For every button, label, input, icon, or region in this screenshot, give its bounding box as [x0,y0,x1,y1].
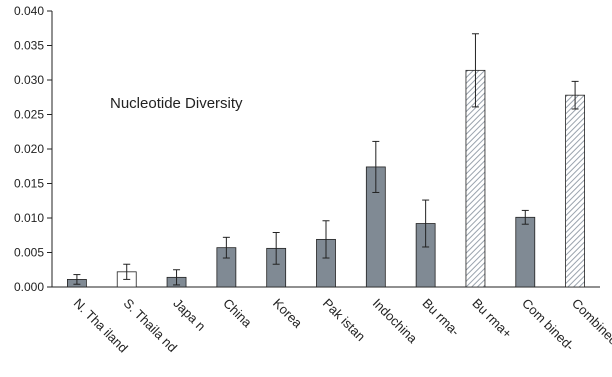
y-tick-label: 0.000 [14,280,44,294]
error-bar [272,231,280,265]
chart-annotation: Nucleotide Diversity [110,95,243,112]
error-bar [372,140,380,193]
x-tick-label: Pak istan [320,296,368,344]
error-bars [73,33,579,286]
error-bar [222,236,230,259]
error-bar [471,33,479,108]
x-tick-label: Japa n [170,296,208,334]
error-bar [123,263,131,280]
y-tick-label: 0.025 [14,108,44,122]
bar [565,94,585,288]
x-tick-label: Com bined- [519,296,577,354]
y-tick-label: 0.015 [14,177,44,191]
error-bar [571,80,579,110]
x-tick-label: Bu rma+ [469,296,515,342]
error-bar [73,274,81,285]
x-tick-label: Korea [270,296,306,332]
y-tick-label: 0.035 [14,39,44,53]
error-bar [322,220,330,259]
y-tick-label: 0.005 [14,246,44,260]
error-bar [173,269,181,286]
error-bar [422,199,430,248]
x-tick-label: Indochina [370,296,421,347]
x-tick-label: China [220,296,255,331]
y-tick-label: 0.020 [14,142,44,156]
y-ticks: 0.000 0.005 0.010 0.015 0.020 0.025 0.030 0.035… [14,4,52,294]
y-tick-label: 0.040 [14,4,44,18]
y-tick-label: 0.030 [14,73,44,87]
bar [515,216,536,288]
x-tick-label: Bu rma- [420,296,463,339]
error-bar [521,209,529,225]
y-tick-label: 0.010 [14,211,44,225]
